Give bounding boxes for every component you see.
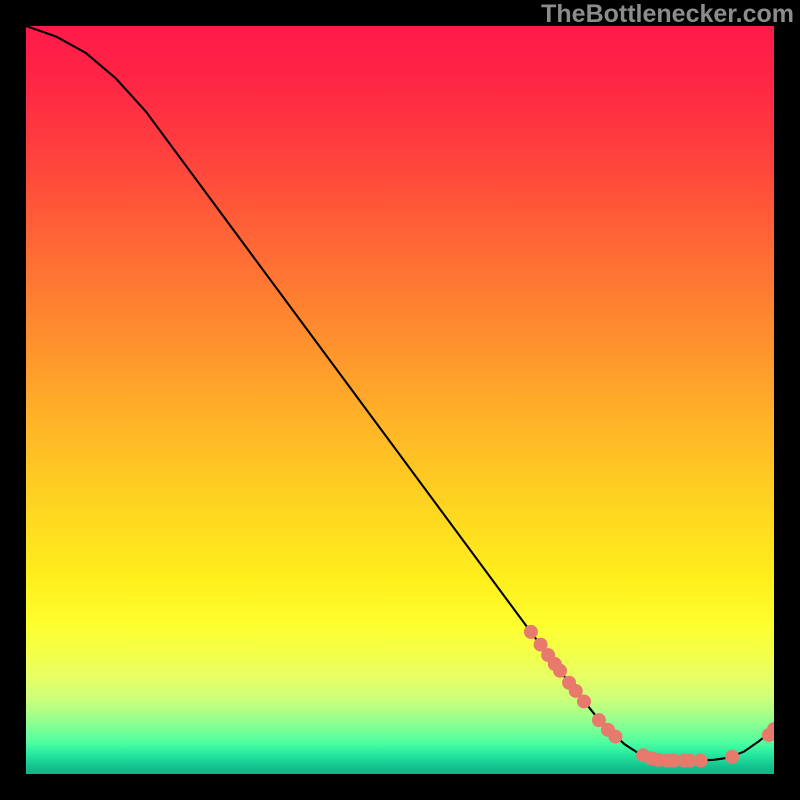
- data-marker: [524, 625, 538, 639]
- data-marker: [725, 750, 739, 764]
- watermark-text: TheBottlenecker.com: [541, 0, 794, 29]
- chart-svg: [26, 26, 774, 774]
- gradient-background: [26, 26, 774, 774]
- data-marker: [553, 664, 567, 678]
- data-marker: [694, 754, 708, 768]
- plot-area: [26, 26, 774, 774]
- chart-container: TheBottlenecker.com: [0, 0, 800, 800]
- data-marker: [608, 730, 622, 744]
- data-marker: [577, 694, 591, 708]
